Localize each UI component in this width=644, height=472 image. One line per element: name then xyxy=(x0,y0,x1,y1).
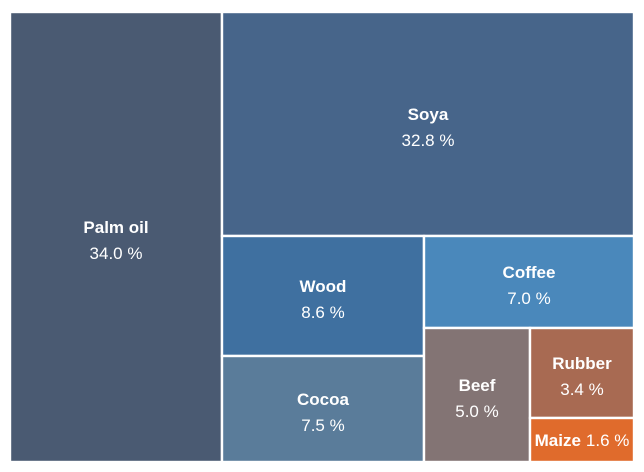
tile-rect-soya xyxy=(220,10,636,238)
tile-rect-maize xyxy=(528,416,636,464)
tile-label-wood: Wood xyxy=(300,277,347,296)
tile-label-palm-oil: Palm oil xyxy=(83,218,148,237)
tile-wood: Wood 8.6 % xyxy=(220,234,426,358)
tile-label-rubber: Rubber xyxy=(552,354,612,373)
tile-label-coffee: Coffee xyxy=(503,263,556,282)
tile-value-soya: 32.8 % xyxy=(402,131,455,150)
tile-rect-rubber xyxy=(528,326,636,420)
tile-beef: Beef 5.0 % xyxy=(422,326,532,464)
tile-soya: Soya 32.8 % xyxy=(220,10,636,238)
tile-value-wood: 8.6 % xyxy=(301,303,344,322)
tile-value-coffee: 7.0 % xyxy=(507,289,550,308)
tile-label-cocoa: Cocoa xyxy=(297,390,350,409)
tile-coffee: Coffee 7.0 % xyxy=(422,234,636,330)
tile-value-rubber: 3.4 % xyxy=(560,380,603,399)
tile-value-maize: 1.6 % xyxy=(586,431,629,450)
tile-value-beef: 5.0 % xyxy=(455,402,498,421)
tile-label-beef: Beef xyxy=(459,376,496,395)
tile-palm-oil: Palm oil 34.0 % xyxy=(8,10,224,464)
tile-value-palm-oil: 34.0 % xyxy=(90,244,143,263)
tile-rect-wood xyxy=(220,234,426,358)
tile-rubber: Rubber 3.4 % xyxy=(528,326,636,420)
tile-value-cocoa: 7.5 % xyxy=(301,416,344,435)
tile-rect-coffee xyxy=(422,234,636,330)
tile-rect-cocoa xyxy=(220,354,426,464)
tile-label-maize: Maize xyxy=(535,431,581,450)
tile-text-maize: Maize 1.6 % xyxy=(535,431,630,450)
tile-rect-palm-oil xyxy=(8,10,224,464)
tile-label-soya: Soya xyxy=(408,105,449,124)
tile-rect-beef xyxy=(422,326,532,464)
tile-maize: Maize 1.6 % xyxy=(528,416,636,464)
tile-cocoa: Cocoa 7.5 % xyxy=(220,354,426,464)
